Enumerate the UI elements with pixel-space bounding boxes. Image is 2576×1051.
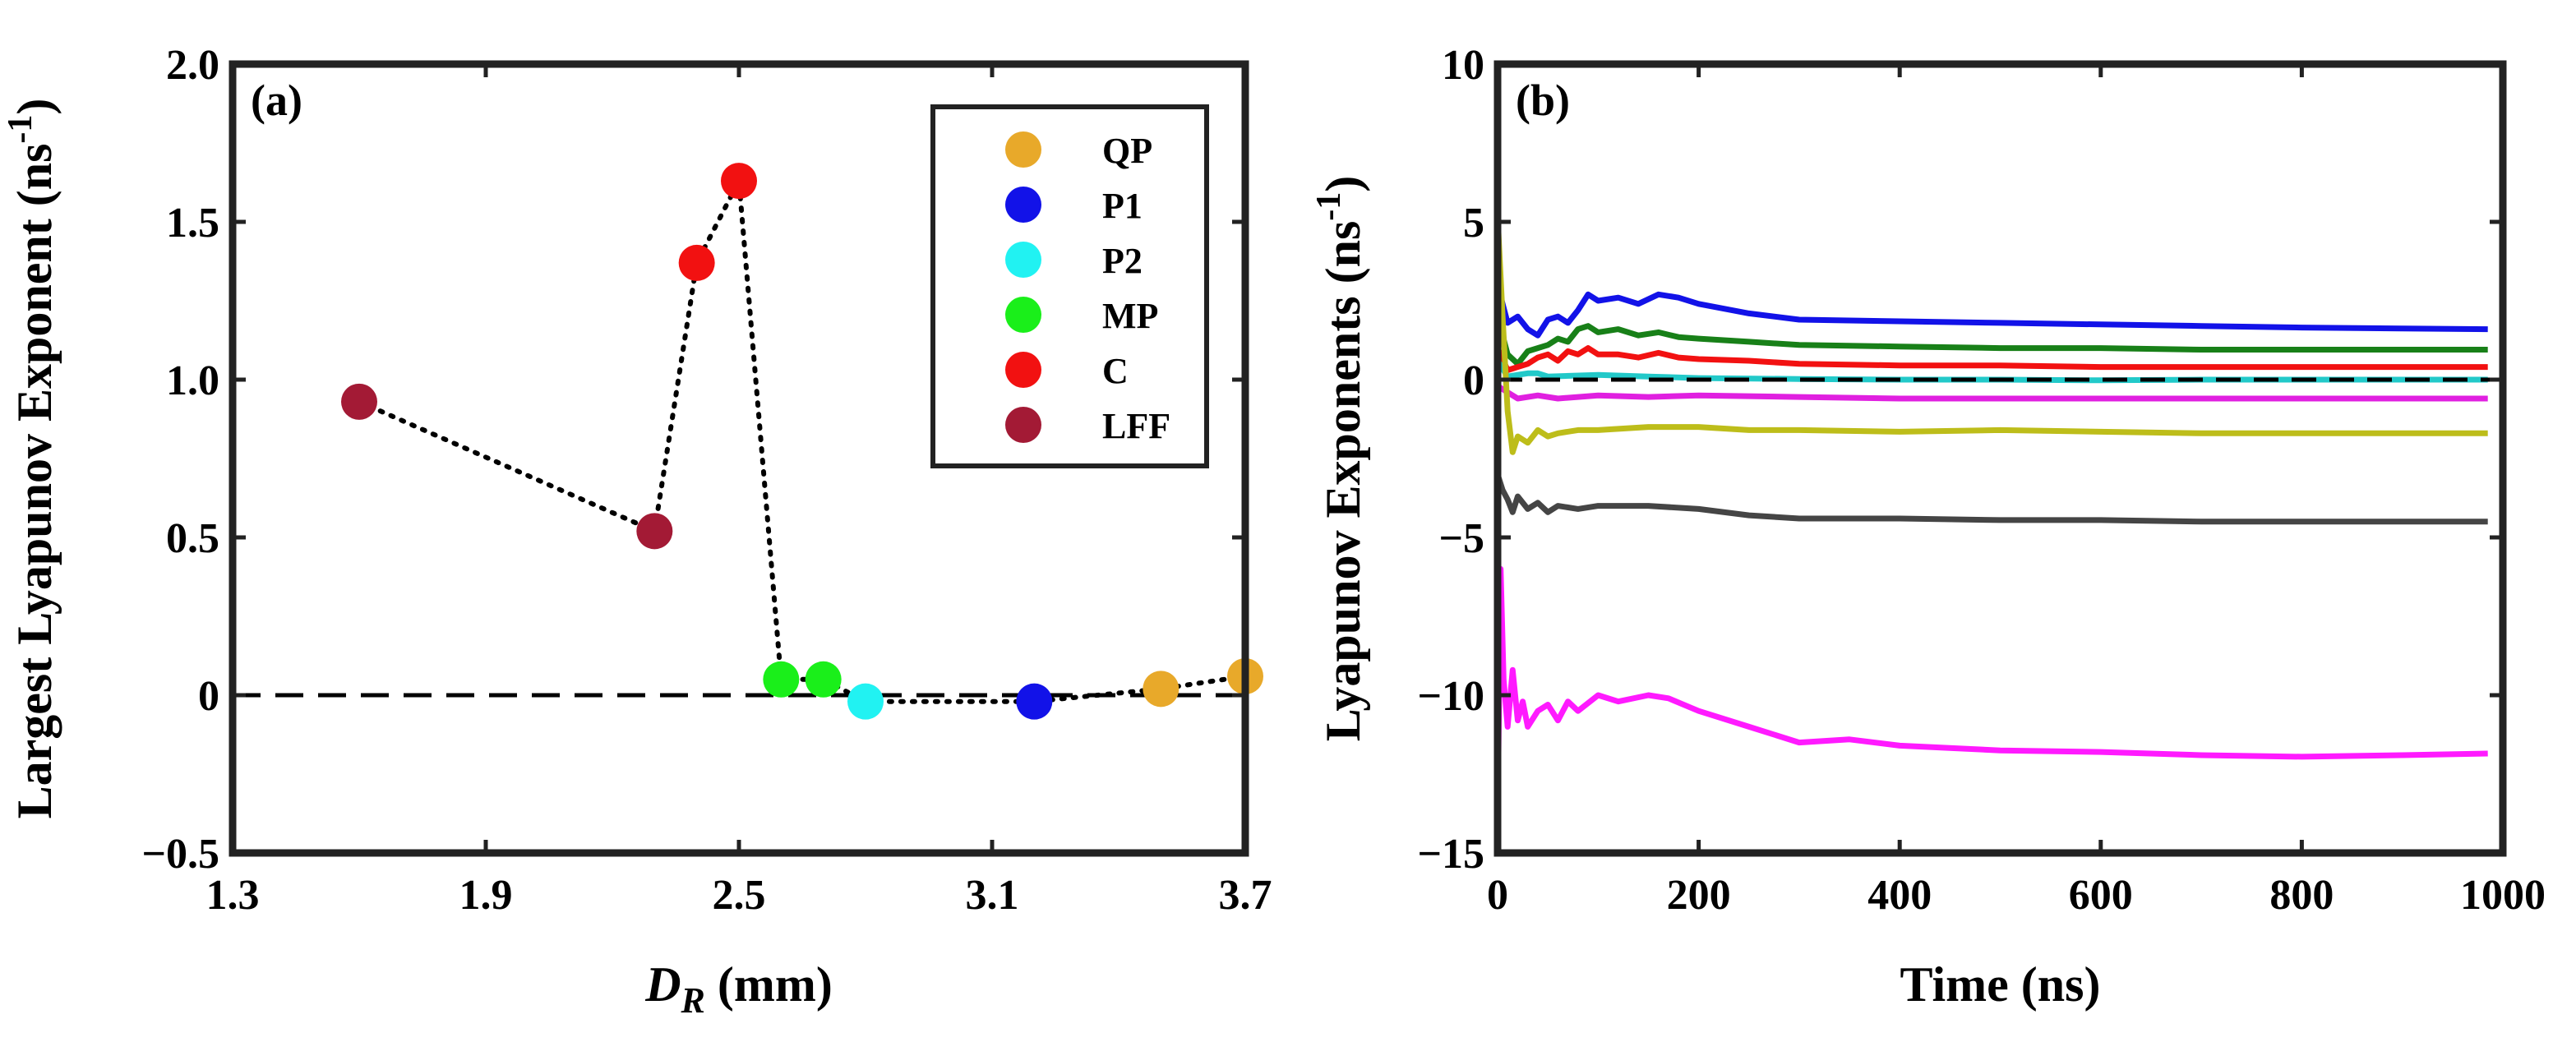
b-x-axis-label: Time (ns)	[1900, 957, 2101, 1012]
b-series-line-2	[1494, 316, 2488, 367]
a-point-lff	[341, 383, 377, 420]
b-xtick-label: 0	[1487, 872, 1508, 919]
a-connecting-dotted-line	[357, 172, 1248, 704]
a-legend-marker-mp	[1005, 297, 1041, 333]
a-legend-marker-p2	[1005, 242, 1041, 278]
a-y-axis-label: Largest Lyapunov Exponent (ns-1)	[2, 99, 62, 819]
b-xtick-label: 400	[1867, 872, 1932, 919]
a-legend-label-p1: P1	[1102, 186, 1143, 226]
a-ylabel-close: )	[7, 99, 62, 115]
a-point-lff	[636, 513, 673, 550]
b-series-line-3	[1494, 345, 2488, 373]
a-xlabel-main: D	[644, 957, 681, 1012]
a-point-c	[678, 244, 715, 281]
b-series-line-8	[1494, 565, 2488, 822]
a-xtick-label: 3.1	[966, 872, 1019, 919]
b-ylabel-sup: -1	[1310, 192, 1348, 221]
a-ylabel-main: Largest Lyapunov Exponent (ns	[7, 144, 62, 819]
a-ytick-label: 2.0	[166, 42, 219, 89]
a-x-axis-label: DR (mm)	[644, 957, 833, 1021]
b-ytick-label: −15	[1417, 831, 1484, 878]
b-ytick-label: 0	[1463, 357, 1484, 404]
a-xtick-label: 1.9	[459, 872, 513, 919]
a-legend-marker-p1	[1005, 187, 1041, 223]
panel-a: 1.3 1.9 2.5 3.1 3.7 −0.5 0 0.5 1.0 1.5 2.0 (a) QP P…	[2, 42, 1272, 1021]
a-ytick-label: −0.5	[141, 831, 219, 878]
b-xtick-label: 800	[2269, 872, 2334, 919]
panel-b: 0 200 400 600 800 1000 −15 −10 −5 0 5 10 (b) Time (…	[1310, 42, 2546, 1012]
a-ylabel-sup: -1	[2, 115, 39, 144]
a-legend-box	[930, 104, 1209, 468]
b-ylabel-main: Lyapunov Exponents (ns	[1316, 221, 1370, 742]
a-xtick-label: 1.3	[206, 872, 260, 919]
a-legend-label-mp: MP	[1102, 296, 1158, 336]
b-axes-frame	[1493, 60, 2507, 857]
b-ytick-label: 10	[1442, 42, 1484, 89]
a-ytick-label: 1.5	[166, 200, 219, 247]
a-legend-marker-qp	[1005, 131, 1041, 168]
a-legend-marker-c	[1005, 352, 1041, 388]
b-xtick-label: 1000	[2460, 872, 2546, 919]
b-panel-label: (b)	[1516, 76, 1570, 125]
a-xlabel-sub: R	[681, 980, 705, 1021]
a-point-mp	[805, 661, 842, 698]
a-point-mp	[763, 661, 800, 698]
a-xtick-label: 3.7	[1219, 872, 1272, 919]
b-series-line-6	[1494, 215, 2488, 455]
a-point-p1	[1016, 683, 1053, 720]
a-legend-marker-lff	[1005, 407, 1041, 443]
b-ytick-label: −5	[1438, 515, 1484, 562]
a-legend-label-lff: LFF	[1102, 406, 1170, 446]
b-series-line-1	[1494, 283, 2488, 339]
b-ylabel-close: )	[1316, 176, 1370, 192]
b-y-axis-label: Lyapunov Exponents (ns-1)	[1310, 176, 1370, 742]
a-panel-label: (a)	[251, 76, 302, 125]
a-point-p2	[847, 683, 884, 720]
a-ytick-label: 0.5	[166, 515, 219, 562]
a-legend-label-qp: QP	[1102, 131, 1152, 171]
a-point-c	[721, 163, 757, 200]
b-xtick-label: 600	[2069, 872, 2133, 919]
a-xtick-label: 2.5	[713, 872, 766, 919]
a-point-qp	[1143, 671, 1180, 708]
b-xtick-label: 200	[1667, 872, 1731, 919]
b-series-line-7	[1494, 473, 2488, 525]
a-legend: QP P1 P2 MP C LFF	[930, 104, 1209, 468]
a-ytick-label: 1.0	[166, 357, 219, 404]
b-series-line-5	[1496, 383, 2488, 402]
a-xlabel-unit: (mm)	[705, 957, 833, 1012]
a-ytick-label: 0	[198, 673, 219, 720]
b-ytick-label: −10	[1417, 673, 1484, 720]
b-ytick-label: 5	[1463, 200, 1484, 247]
a-legend-label-c: C	[1102, 351, 1129, 391]
a-legend-label-p2: P2	[1102, 241, 1143, 281]
